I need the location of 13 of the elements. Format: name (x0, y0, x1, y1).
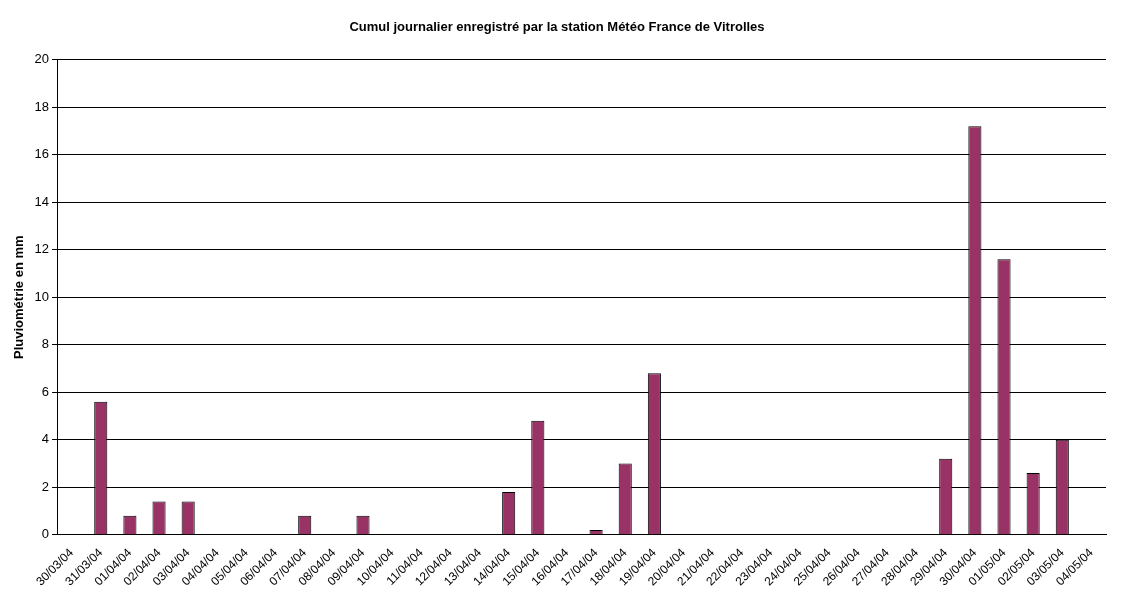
y-tick-label: 10 (34, 288, 50, 304)
y-tick-label: 4 (41, 431, 50, 447)
y-tick-label: 18 (34, 98, 50, 114)
y-tick-label: 2 (41, 478, 50, 494)
y-axis-title: Pluviométrie en mm (11, 235, 27, 359)
y-tick-label: 6 (41, 383, 50, 399)
y-tick-label: 8 (41, 336, 50, 352)
y-tick-label: 0 (41, 526, 50, 542)
y-tick-label: 14 (34, 193, 50, 209)
chart-title: Cumul journalier enregistré par la station Météo France de Vitrolles (349, 19, 765, 35)
y-tick-label: 12 (34, 241, 50, 257)
y-tick-label: 16 (34, 146, 50, 162)
y-tick-label: 20 (34, 51, 50, 67)
